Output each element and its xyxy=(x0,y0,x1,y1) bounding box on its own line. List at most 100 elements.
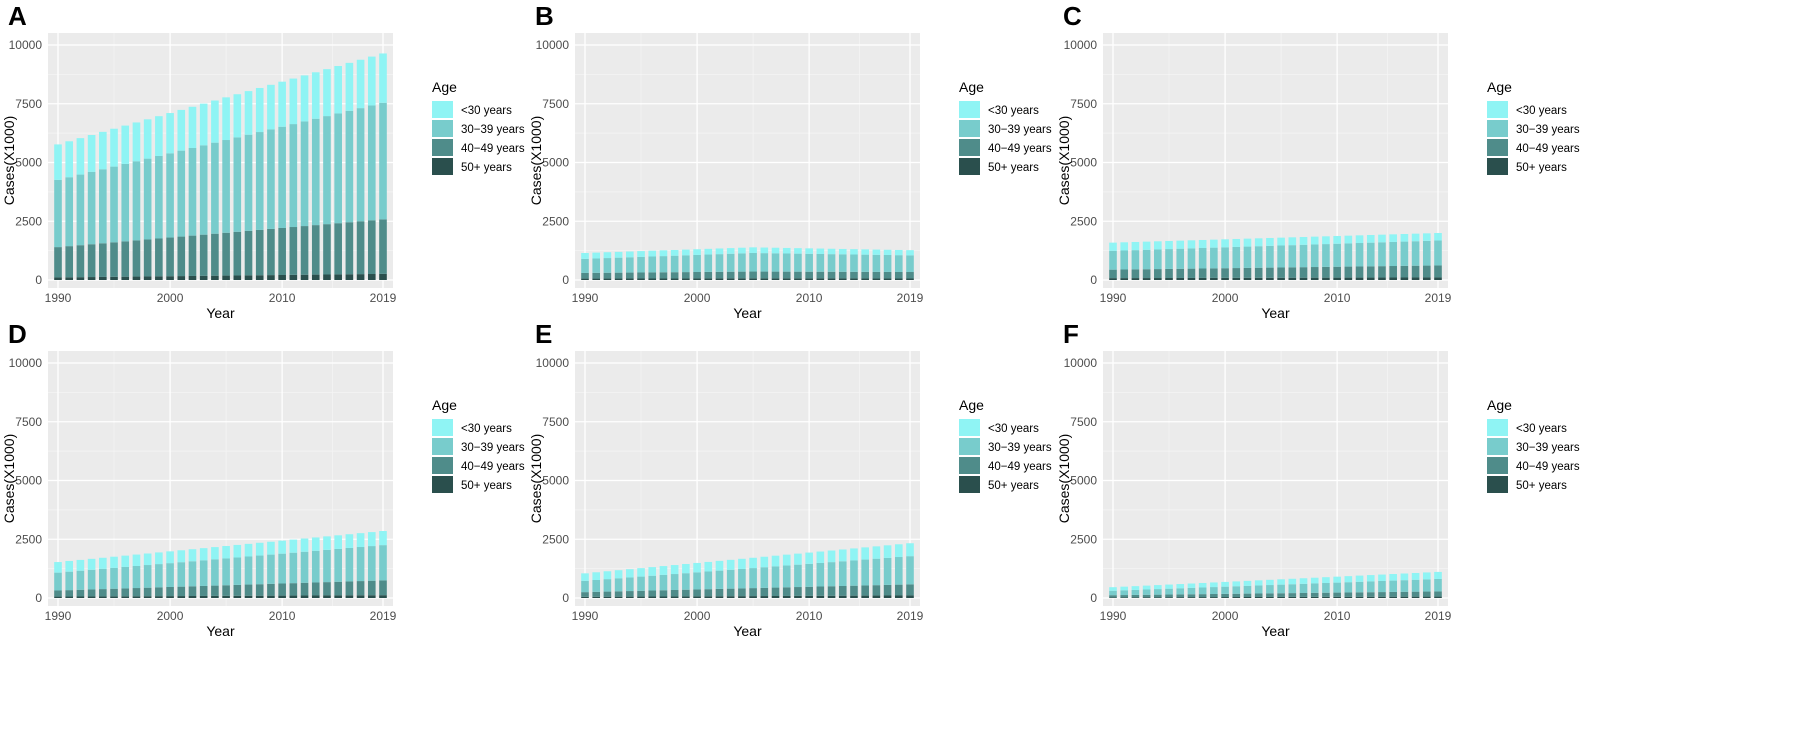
bar-segment-30-39-years-1997 xyxy=(132,161,141,241)
legend: Age <30 years 30−39 years 40−49 years 50+ ye… xyxy=(1487,79,1580,175)
bar-segment-40-49-years-2005 xyxy=(749,588,757,597)
bar-segment-40-49-years-1990 xyxy=(1109,269,1117,279)
bar-segment-30-39-years-1992 xyxy=(603,258,612,273)
bar-segment-50-years-2001 xyxy=(177,596,186,598)
bar-segment--30-years-2002 xyxy=(715,560,724,571)
bar-segment-50-years-2001 xyxy=(704,596,713,598)
bar-segment-40-49-years-1994 xyxy=(99,589,107,597)
bar-segment-40-49-years-2011 xyxy=(289,227,298,275)
bar-segment-40-49-years-2000 xyxy=(1221,268,1229,278)
bar-segment-40-49-years-2004 xyxy=(738,271,746,279)
bar-segment-30-39-years-1990 xyxy=(54,572,62,591)
bar-segment--30-years-2019 xyxy=(906,543,914,557)
bar-segment-50-years-1996 xyxy=(1176,597,1185,598)
bar-segment-40-49-years-1991 xyxy=(65,246,74,278)
bar-segment--30-years-2016 xyxy=(872,249,881,255)
bar-segment-30-39-years-1993 xyxy=(1142,249,1151,270)
bar-segment--30-years-1990 xyxy=(54,144,62,180)
bar-segment-40-49-years-1997 xyxy=(132,240,141,277)
bar-segment-30-39-years-2002 xyxy=(188,147,197,236)
bar-segment--30-years-2007 xyxy=(1299,236,1308,245)
bar-segment-50-years-2013 xyxy=(1366,596,1375,598)
bar-segment-50-years-2007 xyxy=(1299,277,1308,280)
bar-segment-30-39-years-2002 xyxy=(1243,585,1252,594)
bar-segment--30-years-2017 xyxy=(1411,233,1420,242)
bar-segment-30-39-years-1992 xyxy=(1131,589,1140,595)
bar-segment-30-39-years-2014 xyxy=(1378,580,1386,593)
bar-segment-30-39-years-2000 xyxy=(693,572,701,590)
bar-segment--30-years-2008 xyxy=(782,247,791,254)
bar-segment-50-years-1996 xyxy=(648,278,657,280)
bar-segment--30-years-2003 xyxy=(726,559,735,570)
bar-segment-30-39-years-2001 xyxy=(704,571,713,590)
bar-segment-50-years-2005 xyxy=(1277,596,1285,598)
y-tick-label: 2500 xyxy=(1070,214,1097,228)
bar-segment-30-39-years-1997 xyxy=(1187,248,1196,269)
legend-key xyxy=(1487,120,1508,137)
bar-segment-40-49-years-2015 xyxy=(861,271,869,279)
bar-segment-40-49-years-1994 xyxy=(1154,594,1162,598)
bar-segment-30-39-years-2011 xyxy=(289,552,298,584)
bar-segment-50-years-2006 xyxy=(1288,277,1297,280)
bar-segment-30-39-years-1996 xyxy=(1176,248,1185,269)
panel-C: C 0 2500 5000 7500 10000 1990 2000 2010 2019 Year C… xyxy=(1056,1,1580,321)
bar-segment-30-39-years-2016 xyxy=(345,110,354,223)
legend-title: Age xyxy=(959,397,984,413)
bar-segment-40-49-years-1999 xyxy=(1210,268,1218,278)
bar-segment-40-49-years-2003 xyxy=(726,588,735,597)
bar-segment-30-39-years-1995 xyxy=(637,576,645,591)
bar-segment-50-years-2011 xyxy=(1344,596,1353,598)
bar-segment-30-39-years-1991 xyxy=(1120,250,1129,270)
bar-segment--30-years-2012 xyxy=(827,550,836,563)
bar-segment-40-49-years-2006 xyxy=(760,587,769,597)
bar-segment--30-years-1999 xyxy=(155,552,163,565)
bar-segment-40-49-years-2004 xyxy=(738,588,746,597)
bar-segment-40-49-years-1996 xyxy=(648,272,657,279)
bar-segment--30-years-2016 xyxy=(1400,234,1409,242)
bar-segment-30-39-years-2008 xyxy=(1310,244,1319,268)
panel-letter: E xyxy=(535,319,552,349)
bar-segment-50-years-1990 xyxy=(1109,597,1117,598)
bar-segment-40-49-years-1991 xyxy=(1120,269,1129,279)
y-tick-label: 7500 xyxy=(1070,97,1097,111)
bar-segment--30-years-2004 xyxy=(211,547,219,560)
bar-segment--30-years-2013 xyxy=(311,537,320,551)
y-tick-label: 0 xyxy=(562,273,569,287)
bar-segment--30-years-2012 xyxy=(300,75,309,122)
bar-segment-40-49-years-1991 xyxy=(1120,595,1129,598)
bar-segment-50-years-1994 xyxy=(99,276,107,280)
bar-segment-40-49-years-2009 xyxy=(267,228,275,276)
bar-segment-40-49-years-1996 xyxy=(121,241,130,277)
bar-segment--30-years-2000 xyxy=(166,113,174,154)
bar-segment-40-49-years-2011 xyxy=(1344,592,1353,597)
bar-segment--30-years-1992 xyxy=(76,138,85,175)
bar-segment-30-39-years-2018 xyxy=(1422,579,1431,592)
bar-segment-50-years-2012 xyxy=(827,595,836,598)
bar-segment-50-years-1991 xyxy=(592,278,601,280)
bar-segment--30-years-1998 xyxy=(670,249,679,256)
bar-segment--30-years-2008 xyxy=(255,542,264,556)
bar-segment-30-39-years-1997 xyxy=(132,565,141,589)
y-tick-label: 0 xyxy=(1090,273,1097,287)
bar-segment-50-years-2017 xyxy=(356,274,365,280)
bar-segment-30-39-years-1999 xyxy=(155,564,163,588)
bar-segment-50-years-1992 xyxy=(603,596,612,598)
bar-segment-50-years-1998 xyxy=(1198,277,1207,280)
bar-segment-50-years-2008 xyxy=(1310,277,1319,280)
bar-segment-50-years-1995 xyxy=(637,596,645,598)
bar-segment-50-years-2006 xyxy=(760,596,769,598)
y-tick-label: 5000 xyxy=(15,156,42,170)
bar-segment-30-39-years-2014 xyxy=(323,549,331,583)
bar-segment-30-39-years-1990 xyxy=(1109,250,1117,270)
bar-segment-40-49-years-2006 xyxy=(233,584,242,596)
bar-segment-40-49-years-2014 xyxy=(323,582,331,596)
bar-segment--30-years-2001 xyxy=(704,248,713,255)
bar-segment--30-years-2013 xyxy=(1366,234,1375,243)
bar-segment--30-years-1994 xyxy=(1154,585,1162,590)
bar-segment-50-years-2009 xyxy=(1322,596,1330,598)
bar-segment-30-39-years-1996 xyxy=(648,575,657,591)
bar-segment-30-39-years-2015 xyxy=(1389,580,1397,592)
bar-segment--30-years-2000 xyxy=(1221,239,1229,248)
bar-segment--30-years-2004 xyxy=(1266,237,1274,246)
bar-segment-50-years-2009 xyxy=(267,595,275,598)
